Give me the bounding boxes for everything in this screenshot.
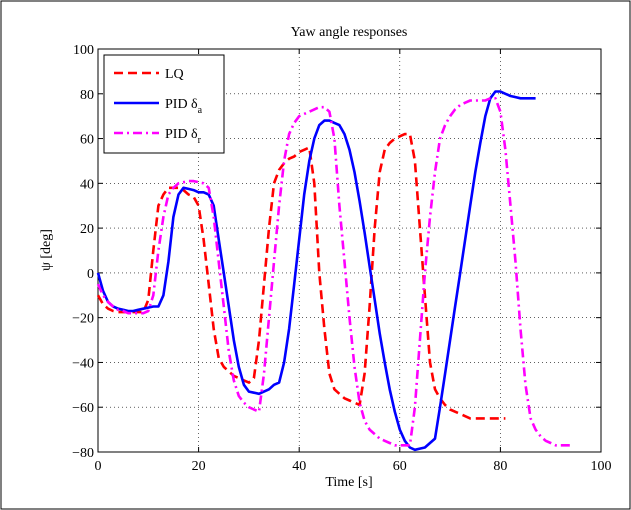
- y-tick-label: 80: [80, 88, 94, 103]
- x-tick-label: 20: [192, 459, 206, 474]
- y-tick-label: 20: [80, 222, 94, 237]
- legend-label-2: PID δa: [165, 97, 203, 116]
- y-axis-label: ψ [deg]: [39, 229, 54, 271]
- y-tick-label: −40: [72, 356, 94, 371]
- legend-label-1: LQ: [165, 67, 184, 82]
- legend-label-3: PID δr: [165, 127, 202, 146]
- series-line-2: [96, 90, 536, 452]
- series-lines: [96, 90, 571, 452]
- legend: LQ PID δa PID δr: [103, 54, 225, 154]
- y-tick-label: −60: [72, 401, 94, 416]
- x-tick-label: 60: [393, 459, 407, 474]
- y-tick-label: 0: [87, 267, 94, 282]
- y-tick-label: −20: [72, 312, 94, 327]
- chart-title: Yaw angle responses: [291, 25, 408, 40]
- y-tick-label: −80: [72, 446, 94, 461]
- plot-area-border: [97, 48, 602, 453]
- x-tick-label: 0: [95, 459, 102, 474]
- series-line-3: [96, 97, 571, 447]
- x-axis-label: Time [s]: [325, 475, 372, 490]
- x-tick-label: 80: [493, 459, 507, 474]
- series-line-1: [96, 132, 506, 420]
- ticks: 0 20 40 60 80 100 −80 −60 −40 −20 0 20 40 60 80 100: [72, 43, 611, 474]
- y-tick-label: 100: [73, 43, 94, 58]
- y-tick-label: 40: [80, 177, 94, 192]
- x-tick-label: 100: [591, 459, 612, 474]
- y-tick-label: 60: [80, 133, 94, 148]
- x-tick-label: 40: [292, 459, 306, 474]
